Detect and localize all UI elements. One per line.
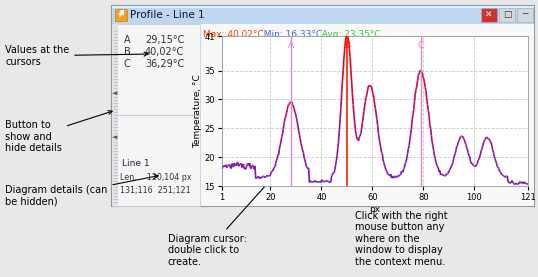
Text: Len.    120,104 px: Len. 120,104 px bbox=[120, 173, 192, 183]
Text: ✕: ✕ bbox=[485, 11, 493, 19]
Text: Diagram details (can
be hidden): Diagram details (can be hidden) bbox=[5, 175, 158, 207]
Text: C: C bbox=[124, 59, 131, 69]
Bar bbox=[112, 6, 534, 206]
Text: A: A bbox=[288, 41, 294, 50]
Text: Button to
show and
hide details: Button to show and hide details bbox=[5, 111, 112, 153]
X-axis label: px: px bbox=[370, 205, 380, 214]
Text: 40,02°C: 40,02°C bbox=[145, 47, 184, 57]
Text: 29,15°C: 29,15°C bbox=[145, 35, 185, 45]
Text: □: □ bbox=[502, 11, 511, 19]
Text: C: C bbox=[418, 41, 424, 50]
Bar bbox=[499, 8, 515, 22]
Polygon shape bbox=[118, 10, 124, 18]
Bar bbox=[112, 6, 534, 24]
Bar bbox=[481, 8, 497, 22]
Text: Line 1: Line 1 bbox=[122, 160, 150, 168]
Text: Profile - Line 1: Profile - Line 1 bbox=[130, 10, 204, 20]
Bar bbox=[112, 6, 534, 8]
Text: 131;116  251;121: 131;116 251;121 bbox=[120, 186, 190, 194]
Text: A: A bbox=[124, 35, 131, 45]
Text: ◄: ◄ bbox=[112, 134, 118, 140]
Text: Avg: 23,35°C: Avg: 23,35°C bbox=[316, 30, 380, 39]
Text: ─: ─ bbox=[522, 11, 528, 19]
Text: Click with the right
mouse button any
where on the
window to display
the context: Click with the right mouse button any wh… bbox=[355, 211, 448, 267]
Y-axis label: Temperature, °C: Temperature, °C bbox=[193, 74, 202, 148]
Text: Values at the
cursors: Values at the cursors bbox=[5, 45, 148, 66]
Text: 36,29°C: 36,29°C bbox=[145, 59, 184, 69]
Text: B: B bbox=[124, 47, 131, 57]
Bar bbox=[517, 8, 533, 22]
Text: Max: 40,02°C: Max: 40,02°C bbox=[203, 30, 264, 39]
Text: B: B bbox=[344, 41, 350, 50]
Bar bbox=[200, 24, 534, 206]
Text: Min: 16,33°C: Min: 16,33°C bbox=[258, 30, 322, 39]
Text: ◄: ◄ bbox=[112, 90, 118, 96]
Bar bbox=[112, 24, 200, 206]
Bar bbox=[115, 9, 127, 21]
Bar bbox=[112, 24, 118, 206]
Text: Diagram cursor:
double click to
create.: Diagram cursor: double click to create. bbox=[168, 178, 272, 267]
